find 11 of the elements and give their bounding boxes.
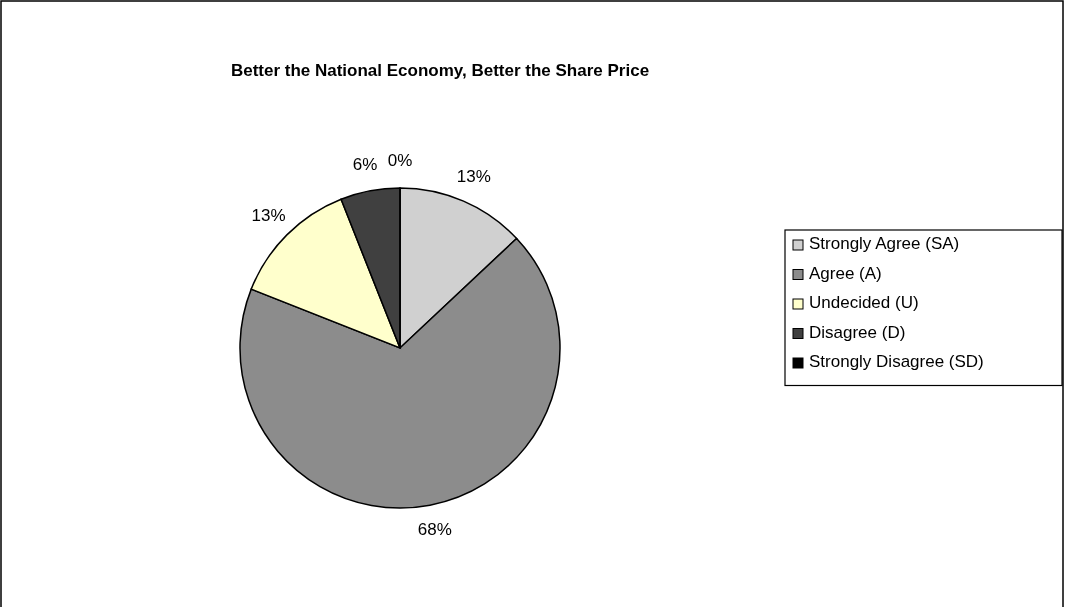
legend-label: Strongly Disagree (SD) [809, 352, 984, 372]
data-label: 6% [352, 154, 378, 174]
chart-title: Better the National Economy, Better the Share Price [230, 61, 650, 80]
legend-label: Disagree (D) [809, 322, 906, 342]
data-label: 13% [251, 205, 286, 225]
legend-label: Strongly Agree (SA) [809, 234, 960, 254]
text: 0% [387, 151, 413, 171]
data-label: 13% [456, 166, 491, 186]
data-label: 68% [417, 520, 452, 540]
legend-label: Undecided (U) [809, 293, 919, 313]
legend-label: Agree (A) [809, 263, 882, 283]
